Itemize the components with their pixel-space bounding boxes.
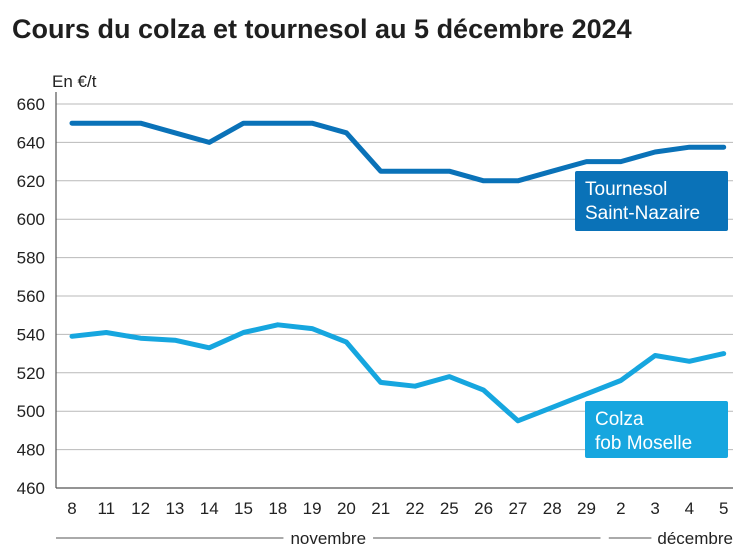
month-axis: novembre décembre — [56, 529, 733, 548]
y-tick-label: 660 — [17, 95, 45, 114]
x-tick-label: 12 — [131, 499, 150, 518]
series-line-0 — [69, 120, 727, 184]
series-label-box-1: Colza fob Moselle — [585, 401, 728, 458]
series — [69, 120, 727, 424]
x-tick-label: 18 — [268, 499, 287, 518]
y-tick-label: 620 — [17, 172, 45, 191]
x-tick-label: 13 — [165, 499, 184, 518]
x-tick-label: 25 — [440, 499, 459, 518]
y-tick-label: 640 — [17, 133, 45, 152]
series-label-background — [575, 171, 728, 231]
month-label: décembre — [657, 529, 733, 548]
x-tick-label: 15 — [234, 499, 253, 518]
x-tick-label: 8 — [67, 499, 76, 518]
y-tick-label: 460 — [17, 479, 45, 498]
x-tick-label: 21 — [371, 499, 390, 518]
series-label-text: Colza — [595, 409, 644, 430]
x-tick-label: 2 — [616, 499, 625, 518]
y-tick-label: 500 — [17, 402, 45, 421]
x-tick-label: 28 — [543, 499, 562, 518]
series-label-text: fob Moselle — [595, 433, 692, 454]
y-tick-label: 600 — [17, 210, 45, 229]
chart-title: Cours du colza et tournesol au 5 décembr… — [12, 14, 632, 44]
y-tick-label: 540 — [17, 325, 45, 344]
month-label: novembre — [290, 529, 366, 548]
x-tick-label: 22 — [406, 499, 425, 518]
x-tick-label: 20 — [337, 499, 356, 518]
x-tick-label: 27 — [508, 499, 527, 518]
series-line-1 — [69, 322, 727, 424]
series-label-text: Saint-Nazaire — [585, 203, 700, 224]
x-tick-label: 29 — [577, 499, 596, 518]
x-tick-label: 5 — [719, 499, 728, 518]
y-axis-unit: En €/t — [52, 72, 97, 91]
y-tick-label: 560 — [17, 287, 45, 306]
x-tick-label: 19 — [303, 499, 322, 518]
y-tick-label: 580 — [17, 249, 45, 268]
y-tick-label: 480 — [17, 441, 45, 460]
grid — [56, 103, 733, 451]
series-label-text: Tournesol — [585, 179, 667, 200]
x-tick-label: 26 — [474, 499, 493, 518]
series-labels: Tournesol Saint-Nazaire Colza fob Moselle — [575, 171, 728, 458]
x-tick-label: 11 — [97, 499, 115, 518]
y-tick-label: 520 — [17, 364, 45, 383]
x-tick-label: 4 — [685, 499, 694, 518]
series-label-background — [585, 401, 728, 458]
x-tick-label: 14 — [200, 499, 219, 518]
x-tick-label: 3 — [650, 499, 659, 518]
series-label-box-0: Tournesol Saint-Nazaire — [575, 171, 728, 231]
